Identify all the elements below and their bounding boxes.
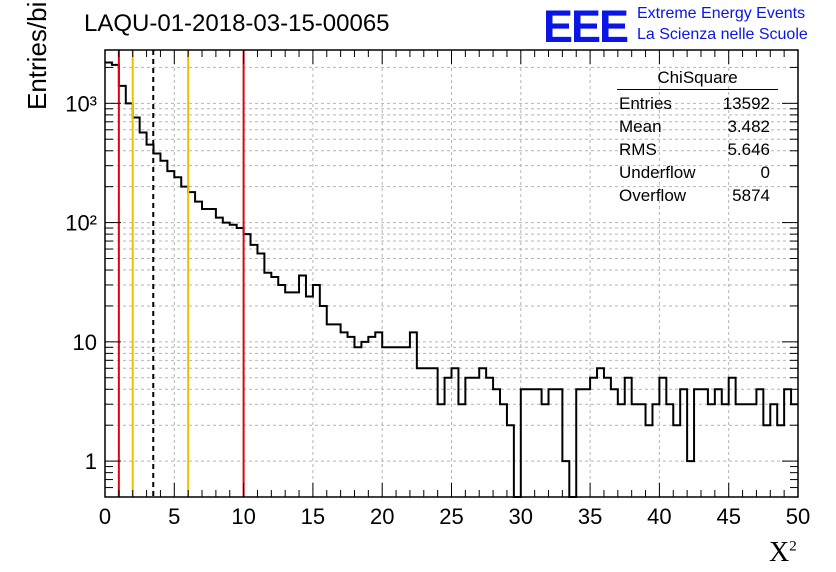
stats-box: ChiSquare Entries 13592 Mean 3.482 RMS 5…	[611, 68, 778, 207]
marker-lines	[117, 50, 245, 497]
logo-subtitle-1: Extreme Energy Events	[637, 5, 806, 22]
histogram	[105, 61, 798, 498]
x-axis-label: X2	[769, 537, 797, 568]
stats-row-rms: RMS 5.646	[611, 138, 778, 161]
x-tick-label: 40	[647, 504, 671, 529]
y-tick-label: 10³	[65, 91, 97, 116]
stats-value: 0	[760, 163, 770, 182]
stats-title: ChiSquare	[617, 68, 778, 90]
stats-label: RMS	[619, 140, 657, 159]
stats-row-underflow: Underflow 0	[611, 161, 778, 184]
x-tick-label: 35	[578, 504, 602, 529]
x-tick-label: 5	[168, 504, 180, 529]
x-tick-label: 0	[99, 504, 111, 529]
stats-row-entries: Entries 13592	[611, 92, 778, 115]
stats-row-overflow: Overflow 5874	[611, 184, 778, 207]
chart-title: LAQU-01-2018-03-15-00065	[84, 10, 390, 37]
x-tick-label: 30	[509, 504, 533, 529]
stats-label: Underflow	[619, 163, 696, 182]
x-tick-label: 45	[716, 504, 740, 529]
x-tick-label: 20	[370, 504, 394, 529]
histogram-line	[105, 61, 798, 498]
x-tick-label: 10	[231, 504, 255, 529]
y-tick-label: 10	[73, 330, 97, 355]
eee-logo: EEE	[543, 1, 629, 52]
stats-value: 3.482	[727, 117, 770, 136]
logo-subtitle-2: La Scienza nelle Scuole	[637, 26, 808, 43]
x-tick-label: 25	[439, 504, 463, 529]
stats-label: Entries	[619, 94, 672, 113]
stats-value: 5.646	[727, 140, 770, 159]
x-tick-label: 50	[786, 504, 810, 529]
stats-value: 13592	[722, 94, 770, 113]
stats-label: Overflow	[619, 186, 687, 205]
stats-label: Mean	[619, 117, 662, 136]
y-tick-label: 1	[85, 449, 97, 474]
y-axis-label: Entries/bin	[22, 0, 52, 110]
y-tick-label: 10²	[65, 211, 97, 236]
axis-ticks: 0 5 10 15 20 25 30 35 40 45 50 1 10 10² 10³	[65, 50, 810, 529]
x-tick-label: 15	[301, 504, 325, 529]
stats-row-mean: Mean 3.482	[611, 115, 778, 138]
stats-value: 5874	[732, 186, 770, 205]
